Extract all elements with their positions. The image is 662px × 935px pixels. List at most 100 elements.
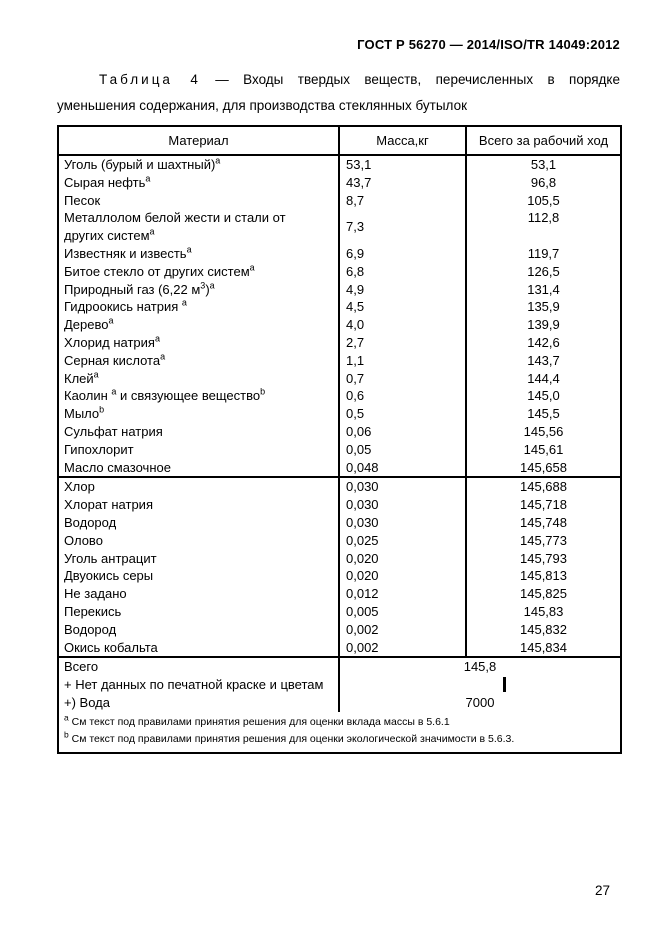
material-cell: Уголь (бурый и шахтный)a: [58, 155, 340, 174]
material-cell: Хлорат натрия: [58, 496, 340, 514]
material-cell: Хлорид натрияa: [58, 333, 340, 352]
table-row: Уголь антрацит 0,020 145,793: [58, 549, 621, 568]
total-cell: 145,83: [523, 603, 564, 619]
mass-cell: 0,002: [339, 620, 467, 639]
table-row: Металлолом белой жести и стали от других …: [58, 209, 621, 245]
material-cell: Гипохлорит: [58, 440, 340, 459]
mass-cell: 0,06: [339, 422, 467, 441]
mass-cell: 0,020: [339, 567, 467, 586]
material-cell: Окись кобальта: [58, 638, 340, 659]
total-label-cell: Всего: [58, 657, 340, 677]
table-row: Сырая нефтьa 43,7 96,8: [58, 173, 621, 192]
table-row: Мылоb 0,5 145,5: [58, 405, 621, 423]
table-row: Каолин a и связующее веществоb 0,6 145,0: [58, 387, 621, 406]
table-row: Уголь (бурый и шахтный)a 53,1 53,1: [58, 155, 621, 174]
total-cell: 53,1: [530, 157, 557, 172]
document-header: ГОСТ Р 56270 — 2014/ISO/TR 14049:2012: [357, 37, 620, 52]
mass-cell: 43,7: [339, 173, 467, 192]
document-page: ГОСТ Р 56270 — 2014/ISO/TR 14049:2012 Та…: [57, 37, 622, 754]
table-row: Деревоa 4,0 139,9: [58, 316, 621, 334]
mass-cell: 0,005: [339, 602, 467, 621]
material-cell: Серная кислотаa: [58, 351, 340, 370]
total-cell: 145,793: [520, 550, 567, 566]
material-cell: Олово: [58, 531, 340, 550]
mass-cell: 0,05: [339, 440, 467, 459]
mass-cell: 0,020: [339, 549, 467, 568]
mass-cell: 0,030: [339, 477, 467, 497]
column-header-material: Материал: [58, 126, 340, 156]
material-cell: Гидроокись натрия a: [58, 298, 340, 317]
table-row: Битое стекло от других системa 6,8 126,5: [58, 262, 621, 281]
footnotes-row: a См текст под правилами принятия решени…: [58, 712, 621, 753]
material-cell: Не задано: [58, 585, 340, 603]
total-cell: 145,658: [466, 458, 621, 479]
table-title-text: Входы твердых веществ, перечисленных в п…: [243, 72, 620, 87]
total-cell: 145,56: [523, 423, 564, 439]
note-row: + Нет данных по печатной краске и цветам: [58, 676, 621, 694]
table-row: Водород 0,030 145,748: [58, 513, 621, 532]
total-cell: 143,7: [527, 352, 560, 368]
table-row: Не задано 0,012 145,825: [58, 585, 621, 603]
water-value-cell: 7000: [465, 694, 495, 710]
note-cell: + Нет данных по печатной краске и цветам: [58, 676, 340, 694]
material-cell: Сульфат натрия: [58, 422, 340, 441]
material-cell: Мылоb: [58, 405, 340, 423]
material-cell: Двуокись серы: [58, 567, 340, 586]
mass-cell: 0,030: [339, 513, 467, 532]
note-value-cell: [339, 676, 621, 694]
table-title-line2: уменьшения содержания, для производства …: [57, 97, 467, 113]
total-cell: 145,61: [523, 441, 564, 457]
mass-cell: 4,9: [339, 280, 467, 299]
table-row: Водород 0,002 145,832: [58, 620, 621, 639]
water-row: +) Вода 7000: [58, 693, 621, 712]
footnote: a См текст под правилами принятия решени…: [64, 712, 450, 728]
mass-cell: 0,5: [339, 405, 467, 423]
total-cell: 131,4: [527, 281, 560, 297]
table-section-1: Уголь (бурый и шахтный)a 53,1 53,1 Сырая не…: [58, 155, 621, 479]
total-cell: 145,748: [520, 514, 567, 530]
material-cell: Металлолом белой жести и стали от других …: [58, 209, 340, 245]
mass-cell: 6,8: [339, 262, 467, 281]
material-cell: Природный газ (6,22 м3)a: [58, 280, 340, 299]
table-row: Известняк и известьa 6,9 119,7: [58, 244, 621, 263]
mass-cell: 4,5: [339, 298, 467, 317]
total-cell: 135,9: [527, 299, 560, 315]
total-cell: 145,718: [520, 497, 567, 513]
table-title-dash: —: [215, 72, 229, 87]
table-section-2: Хлор 0,030 145,688 Хлорат натрия 0,030 145,71…: [58, 477, 621, 659]
column-header-mass: Масса,кг: [339, 126, 467, 156]
total-cell: 142,6: [527, 334, 560, 350]
table-number-label: Таблица 4: [99, 72, 201, 87]
total-cell: 144,4: [527, 370, 560, 386]
mass-cell: 0,7: [339, 369, 467, 388]
table-row: Перекись 0,005 145,83: [58, 602, 621, 621]
mass-cell: 1,1: [339, 351, 467, 370]
mass-cell: 0,002: [339, 638, 467, 659]
total-cell: 105,5: [527, 192, 560, 208]
total-cell: 139,9: [527, 317, 560, 333]
mass-cell: 0,025: [339, 531, 467, 550]
material-cell: Уголь антрацит: [58, 549, 340, 568]
total-cell: 145,773: [520, 532, 567, 548]
table-row: Песок 8,7 105,5: [58, 191, 621, 210]
change-bar-mark: [503, 677, 506, 693]
total-row: Всего 145,8: [58, 657, 621, 677]
material-cell: Клейa: [58, 369, 340, 388]
table-row: Хлорат натрия 0,030 145,718: [58, 496, 621, 514]
table-row: Масло смазочное 0,048 145,658: [58, 458, 621, 479]
column-header-total: Всего за рабочий ход: [466, 126, 621, 156]
page-number: 27: [595, 883, 611, 898]
table-row: Гипохлорит 0,05 145,61: [58, 440, 621, 459]
table-row: Окись кобальта 0,002 145,834: [58, 638, 621, 659]
mass-cell: 6,9: [339, 244, 467, 263]
table-title: Таблица 4 — Входы твердых веществ, переч…: [57, 67, 620, 118]
footnotes-cell: a См текст под правилами принятия решени…: [58, 712, 621, 753]
mass-cell: 4,0: [339, 316, 467, 334]
mass-cell: 2,7: [339, 333, 467, 352]
total-cell: 145,688: [520, 479, 567, 495]
table-row: Серная кислотаa 1,1 143,7: [58, 351, 621, 370]
material-cell: Деревоa: [58, 316, 340, 334]
table-row: Олово 0,025 145,773: [58, 531, 621, 550]
total-cell: 145,0: [527, 388, 560, 404]
mass-cell: 7,3: [339, 209, 467, 245]
